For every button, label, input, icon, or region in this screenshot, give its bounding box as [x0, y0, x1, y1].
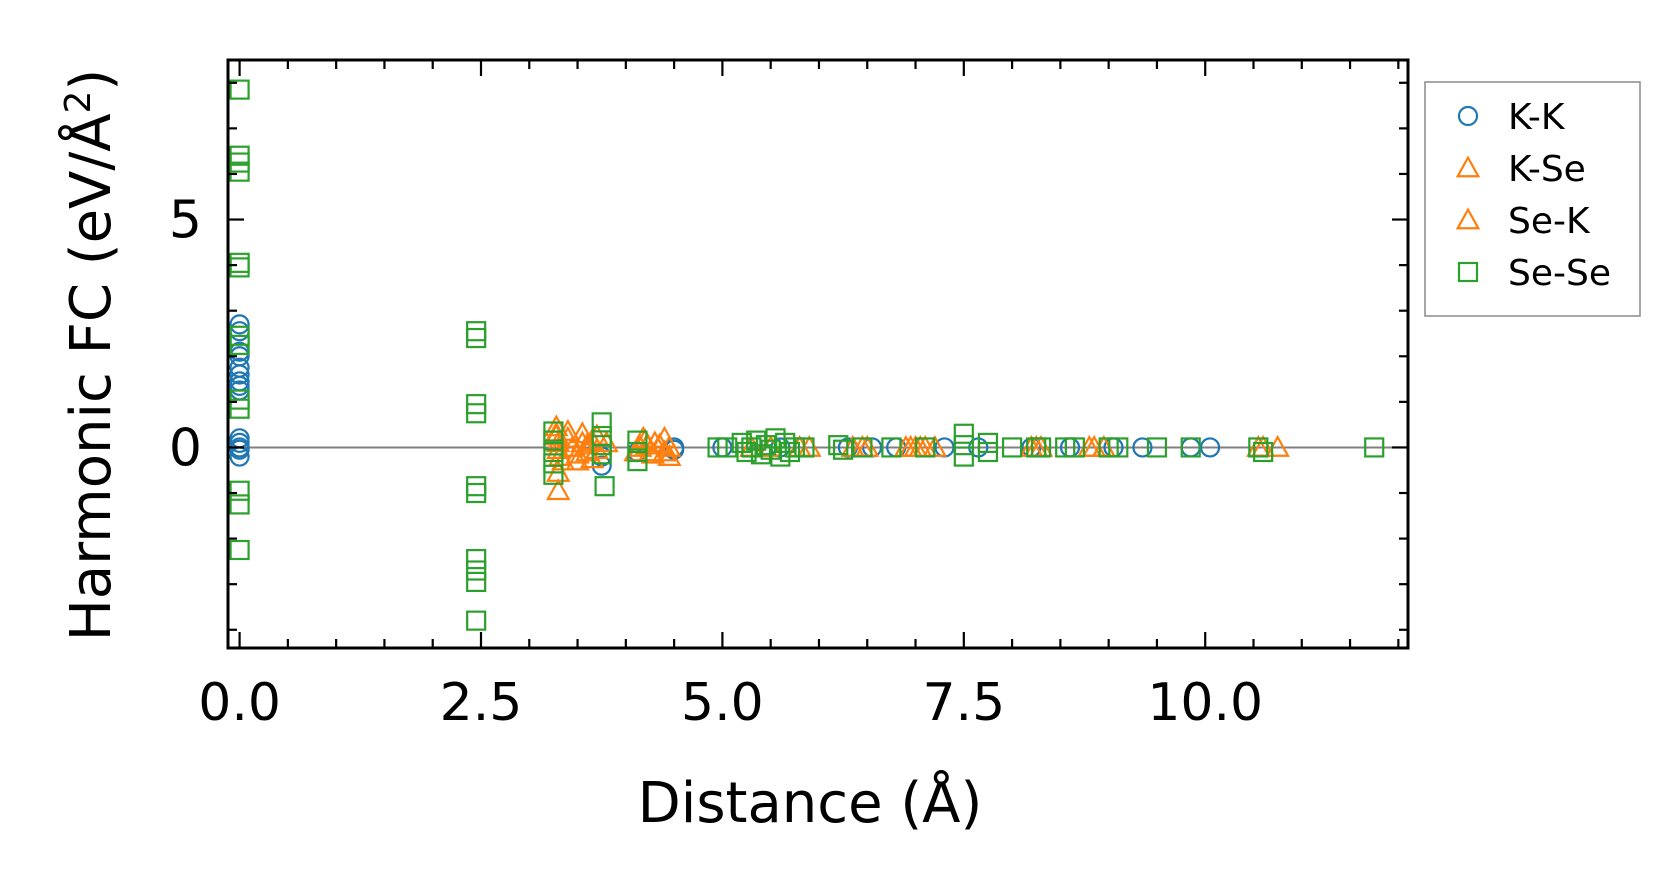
data-point [229, 257, 250, 278]
x-tick-label: 0.0 [198, 673, 281, 733]
plot-area [226, 58, 1410, 650]
data-point [953, 446, 974, 467]
legend-item-k-se: K-Se [1455, 149, 1586, 190]
data-point [794, 437, 815, 458]
data-point [466, 610, 487, 631]
data-point [546, 478, 571, 501]
data-point [229, 364, 250, 385]
data-point [543, 430, 564, 451]
x-tick-label: 5.0 [681, 673, 764, 733]
data-point [229, 334, 250, 355]
data-point [466, 560, 487, 581]
data-point [833, 439, 854, 460]
data-point [466, 327, 487, 349]
data-point [1364, 437, 1385, 458]
data-point [1248, 437, 1269, 458]
data-point [1001, 437, 1023, 458]
y-axis-label-close: ) [59, 69, 124, 91]
data-point [779, 441, 801, 463]
legend-item-se-se: Se-Se [1457, 253, 1611, 294]
data-point [466, 549, 487, 570]
legend-label: Se-Se [1508, 253, 1611, 294]
legend: K-K K-Se Se-K Se-Se [1424, 81, 1641, 317]
data-point [594, 476, 615, 497]
y-axis-label-main: Harmonic FC (eV/Å [58, 113, 124, 641]
legend-label: Se-K [1508, 201, 1591, 242]
data-point [1108, 437, 1129, 458]
data-point [543, 441, 564, 463]
markers [229, 79, 1385, 631]
y-axis-ticks: 05 [169, 81, 1408, 631]
data-point [1146, 437, 1168, 458]
plot-frame [226, 58, 1410, 650]
y-tick-label: 0 [169, 418, 202, 478]
legend-item-se-k: Se-K [1455, 201, 1591, 242]
data-point [466, 571, 487, 593]
data-point [229, 161, 250, 182]
data-point [1030, 437, 1052, 458]
data-point [591, 444, 612, 465]
legend-marker [1457, 105, 1479, 127]
data-point [466, 482, 487, 504]
data-point [229, 79, 250, 100]
data-point [229, 539, 250, 561]
data-point [466, 403, 487, 424]
x-tick-label: 7.5 [922, 673, 1005, 733]
y-axis-label: Harmonic FC (eV/Å2) [58, 69, 124, 642]
data-point [229, 398, 250, 419]
data-point [1132, 437, 1153, 458]
data-point [953, 423, 974, 444]
x-axis-ticks: 0.0 2.5 5.0 7.5 10.0 [198, 60, 1400, 733]
x-tick-label: 10.0 [1147, 673, 1263, 733]
data-point [642, 430, 668, 453]
data-point [1199, 437, 1221, 458]
data-point [229, 439, 250, 460]
data-point [543, 453, 564, 474]
y-axis-label-superscript: 2 [58, 91, 99, 114]
data-point [627, 430, 648, 451]
data-point [466, 321, 487, 342]
legend-label: K-K [1508, 97, 1566, 138]
x-tick-label: 2.5 [440, 673, 523, 733]
data-point [977, 441, 999, 463]
data-point [229, 314, 250, 335]
data-point [1180, 437, 1201, 458]
data-point [229, 494, 250, 515]
data-point [657, 434, 682, 457]
data-point [1265, 434, 1290, 457]
data-point [881, 437, 902, 458]
legend-marker [1455, 207, 1481, 230]
data-point [229, 375, 250, 397]
legend-item-k-k: K-K [1457, 97, 1566, 138]
data-point [852, 437, 873, 458]
data-point [915, 437, 936, 458]
data-point [229, 252, 250, 273]
data-point [591, 455, 612, 476]
data-point [657, 443, 682, 466]
legend-marker [1457, 261, 1479, 283]
data-point [591, 412, 612, 433]
data-point [828, 435, 849, 456]
legend-marker [1455, 155, 1481, 178]
data-point [565, 448, 590, 471]
y-tick-label: 5 [169, 191, 202, 251]
data-point [466, 476, 487, 497]
data-point [1253, 441, 1274, 463]
data-point [717, 437, 738, 458]
series-se-se [229, 79, 1385, 631]
series-k-se [544, 414, 1290, 501]
data-point [579, 446, 605, 469]
data-point [953, 435, 974, 456]
data-point [1064, 437, 1085, 458]
series-k-k [229, 314, 1221, 476]
x-axis-label: Distance (Å) [638, 770, 983, 836]
data-point [229, 480, 250, 501]
data-point [627, 451, 648, 472]
data-point [543, 464, 564, 485]
legend-label: K-Se [1508, 149, 1586, 190]
data-point [652, 439, 677, 462]
